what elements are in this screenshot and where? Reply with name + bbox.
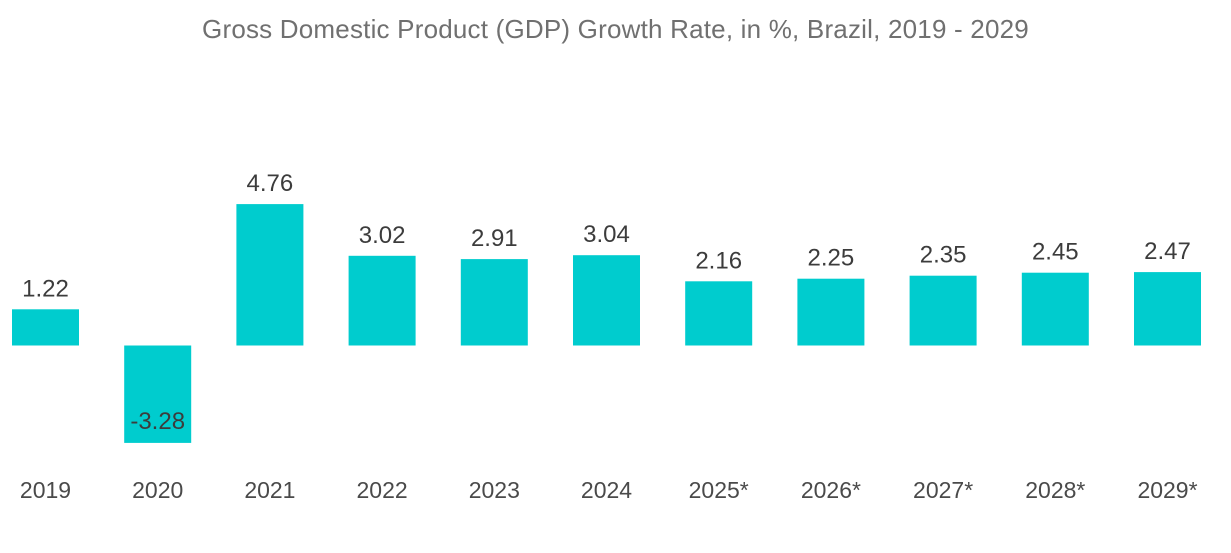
bar-2024 [573, 255, 640, 346]
data-label: 2.16 [695, 247, 742, 274]
data-label: 2.45 [1032, 239, 1079, 266]
data-label: 2.25 [808, 245, 855, 272]
bar-2028-forecast [1021, 272, 1089, 346]
data-label: 3.02 [359, 222, 406, 249]
bar-2029-forecast [1134, 272, 1201, 346]
data-label: 4.76 [247, 170, 294, 197]
bar-2022 [348, 255, 416, 346]
bar-2023 [460, 259, 528, 346]
x-tick-label: 2024 [581, 477, 632, 503]
x-tick-label: 2025* [689, 477, 749, 503]
chart-title: Gross Domestic Product (GDP) Growth Rate… [202, 14, 1029, 44]
data-label: 3.04 [583, 221, 630, 248]
bar-2019 [12, 309, 79, 346]
x-tick-label: 2021 [244, 477, 295, 503]
x-tick-label: 2029* [1137, 477, 1197, 503]
bar-2020 [124, 345, 192, 443]
x-tick-label: 2027* [913, 477, 973, 503]
data-label: 2.91 [471, 225, 518, 252]
bar-2021 [236, 204, 304, 346]
x-tick-label: 2020 [132, 477, 183, 503]
x-tick-label: 2019 [20, 477, 71, 503]
x-tick-label: 2023 [469, 477, 520, 503]
x-tick-label: 2026* [801, 477, 861, 503]
bar-2025-forecast [685, 281, 753, 346]
bar-2026-forecast [797, 278, 865, 346]
data-label: 2.47 [1144, 238, 1191, 265]
data-label: 2.35 [920, 242, 967, 269]
data-label: -3.28 [130, 408, 185, 435]
bar-2027-forecast [909, 275, 977, 346]
x-tick-label: 2022 [357, 477, 408, 503]
x-tick-label: 2028* [1025, 477, 1085, 503]
data-label: 1.22 [22, 275, 69, 302]
